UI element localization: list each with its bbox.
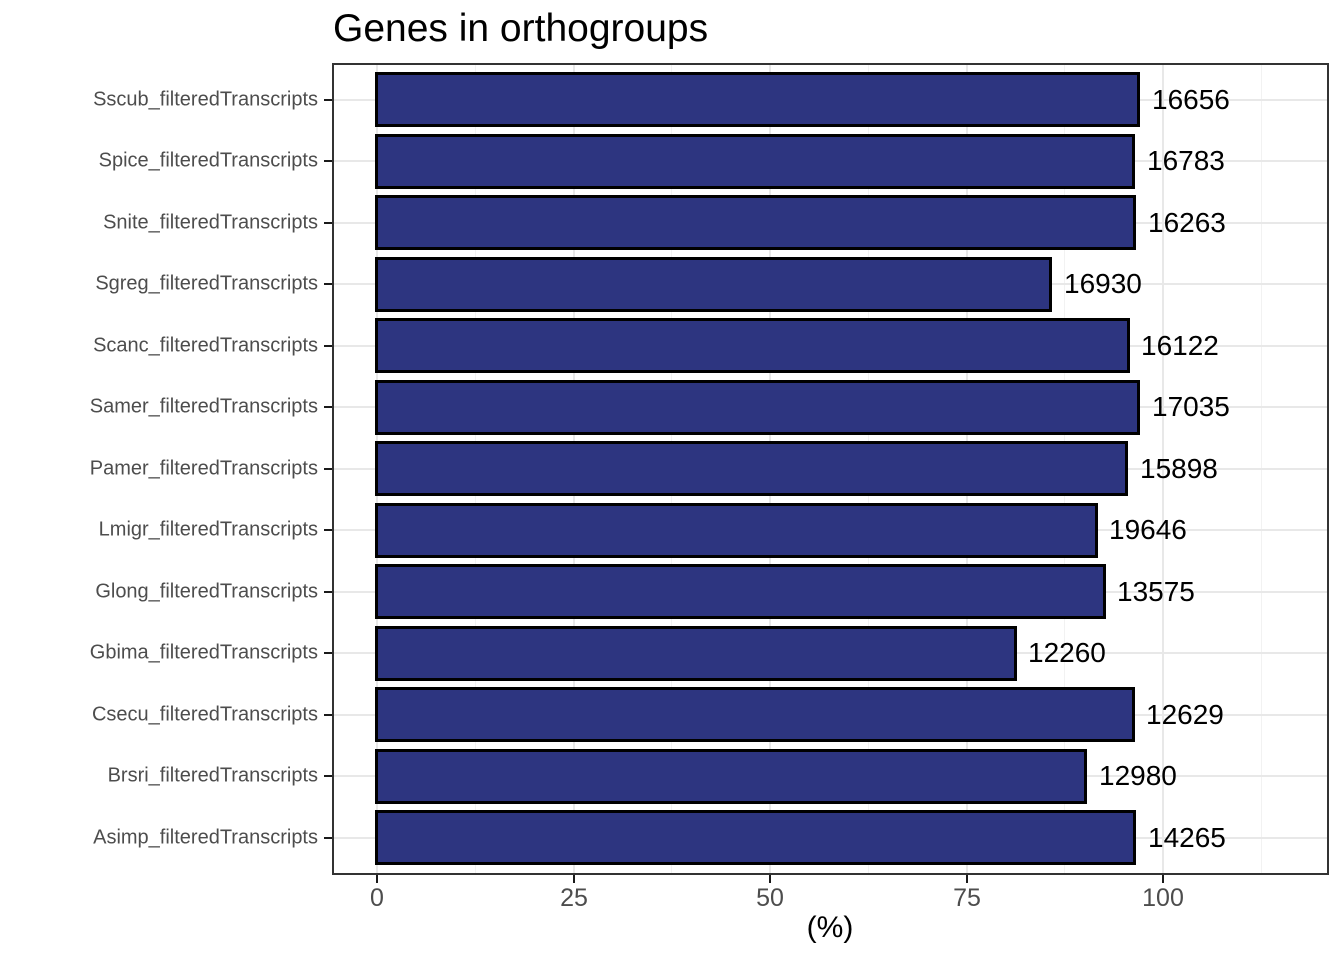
bar-spice: [375, 134, 1135, 189]
x-axis-title: (%): [806, 911, 854, 944]
bar-value-label: 16783: [1147, 145, 1225, 177]
bar-value-label: 16263: [1148, 206, 1226, 238]
y-axis-label-gbima: Gbima_filteredTranscripts: [89, 641, 318, 664]
y-axis-label-samer: Samer_filteredTranscripts: [89, 395, 318, 418]
x-axis-tick-label: 50: [756, 884, 784, 912]
bar-lmigr: [375, 503, 1098, 558]
y-axis-label-sgreg: Sgreg_filteredTranscripts: [95, 272, 318, 295]
y-axis-tick: [324, 160, 332, 163]
bar-sgreg: [375, 257, 1052, 312]
x-axis-tick-label: 100: [1142, 884, 1184, 912]
y-axis-tick: [324, 713, 332, 716]
bar-value-label: 17035: [1152, 391, 1230, 423]
bar-asimp: [375, 810, 1136, 865]
bar-glong: [375, 564, 1106, 619]
bar-value-label: 16656: [1152, 83, 1230, 115]
y-axis-tick: [324, 467, 332, 470]
y-axis-label-brsri: Brsri_filteredTranscripts: [107, 764, 318, 787]
x-axis-tick: [1162, 875, 1164, 883]
bar-value-label: 12629: [1146, 698, 1224, 730]
y-axis-label-csecu: Csecu_filteredTranscripts: [91, 703, 318, 726]
x-axis-tick: [376, 875, 378, 883]
bar-value-label: 12260: [1028, 637, 1106, 669]
y-axis-tick: [324, 836, 332, 839]
y-axis-tick: [324, 406, 332, 409]
y-axis-label-scanc: Scanc_filteredTranscripts: [93, 334, 318, 357]
y-axis-tick: [324, 283, 332, 286]
bar-value-label: 16930: [1064, 268, 1142, 300]
y-axis-label-pamer: Pamer_filteredTranscripts: [89, 457, 318, 480]
bar-value-label: 19646: [1109, 514, 1187, 546]
x-axis-tick-label: 75: [953, 884, 981, 912]
x-axis-tick: [769, 875, 771, 883]
y-axis-tick: [324, 344, 332, 347]
bar-samer: [375, 380, 1140, 435]
y-axis-label-sscub: Sscub_filteredTranscripts: [93, 88, 318, 111]
x-axis-tick: [966, 875, 968, 883]
y-axis-tick: [324, 529, 332, 532]
y-axis-tick: [324, 590, 332, 593]
chart-title: Genes in orthogroups: [333, 7, 709, 50]
bar-snite: [375, 195, 1136, 250]
y-axis-tick: [324, 221, 332, 224]
bar-sscub: [375, 72, 1140, 127]
x-axis-tick-label: 25: [560, 884, 588, 912]
y-axis-label-spice: Spice_filteredTranscripts: [98, 149, 318, 172]
bar-value-label: 16122: [1141, 329, 1219, 361]
y-axis-label-snite: Snite_filteredTranscripts: [103, 211, 318, 234]
bar-csecu: [375, 687, 1135, 742]
y-axis-tick: [324, 652, 332, 655]
y-axis-label-lmigr: Lmigr_filteredTranscripts: [98, 518, 318, 541]
y-axis-label-asimp: Asimp_filteredTranscripts: [93, 826, 318, 849]
bar-value-label: 12980: [1099, 760, 1177, 792]
y-axis-tick: [324, 98, 332, 101]
bar-scanc: [375, 318, 1130, 373]
bar-gbima: [375, 626, 1017, 681]
y-axis-label-glong: Glong_filteredTranscripts: [95, 580, 318, 603]
bar-pamer: [375, 441, 1128, 496]
y-axis-tick: [324, 775, 332, 778]
bar-value-label: 14265: [1148, 821, 1226, 853]
bar-value-label: 13575: [1117, 575, 1195, 607]
bar-brsri: [375, 749, 1087, 804]
x-axis-tick: [573, 875, 575, 883]
x-axis-tick-label: 0: [370, 884, 384, 912]
bar-value-label: 15898: [1140, 452, 1218, 484]
